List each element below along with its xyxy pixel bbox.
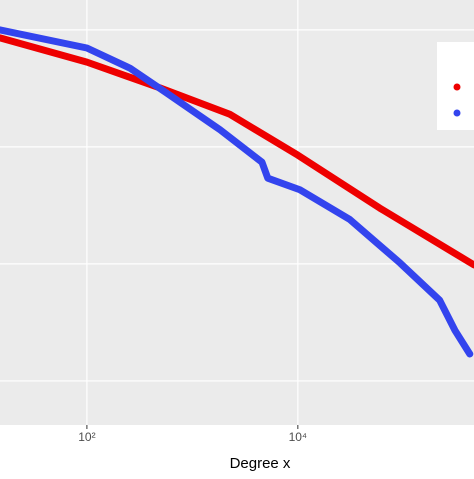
x-tick-label: 10² xyxy=(78,430,95,444)
legend-key xyxy=(453,109,461,117)
grid xyxy=(0,0,474,425)
series-line xyxy=(0,34,474,269)
plot-panel xyxy=(0,0,474,425)
legend xyxy=(437,42,474,130)
series-layer xyxy=(0,26,474,358)
x-tick-label: 10⁴ xyxy=(289,430,308,444)
legend-key xyxy=(453,83,461,91)
series-line xyxy=(0,26,474,358)
x-axis-title: Degree x xyxy=(230,455,291,472)
